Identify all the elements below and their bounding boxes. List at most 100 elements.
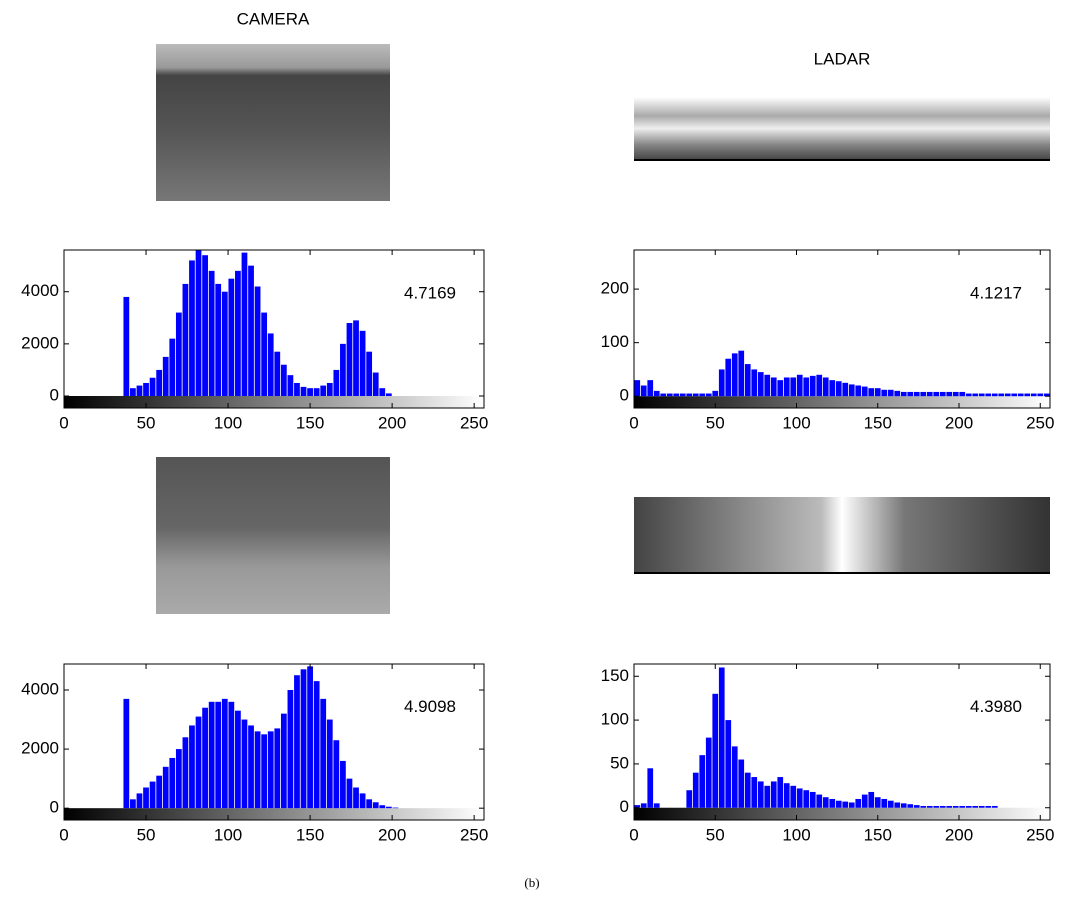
bar bbox=[770, 781, 777, 808]
bar bbox=[1024, 393, 1031, 397]
bar bbox=[202, 255, 208, 397]
colorbar bbox=[64, 396, 484, 408]
bar bbox=[300, 669, 307, 809]
bar bbox=[333, 740, 340, 809]
colorbar bbox=[64, 808, 484, 820]
bar bbox=[372, 802, 379, 809]
y-tick-label: 150 bbox=[601, 666, 629, 685]
bar bbox=[835, 381, 842, 397]
bar bbox=[881, 798, 888, 808]
bar bbox=[673, 393, 680, 397]
bar bbox=[182, 737, 189, 809]
bar bbox=[718, 369, 725, 397]
bar bbox=[887, 389, 894, 397]
bar bbox=[822, 377, 829, 397]
bar bbox=[353, 320, 359, 397]
bar bbox=[274, 728, 281, 809]
bar bbox=[842, 801, 849, 808]
bar bbox=[162, 766, 169, 809]
x-tick-label: 250 bbox=[1026, 413, 1054, 432]
bar bbox=[803, 790, 810, 808]
bar bbox=[195, 716, 202, 809]
bar bbox=[313, 388, 320, 397]
bar bbox=[353, 787, 359, 809]
bar bbox=[175, 312, 182, 397]
bar bbox=[725, 720, 732, 808]
bar bbox=[228, 701, 235, 809]
bar bbox=[653, 390, 660, 397]
bar bbox=[392, 807, 399, 809]
bar bbox=[757, 372, 764, 397]
bar bbox=[991, 393, 998, 397]
bar bbox=[712, 693, 719, 808]
bar bbox=[202, 707, 208, 809]
annotation: 4.3980 bbox=[970, 697, 1022, 716]
bar bbox=[647, 768, 654, 808]
bar bbox=[666, 393, 673, 397]
bar bbox=[803, 377, 810, 397]
bar bbox=[313, 681, 320, 809]
bar bbox=[868, 388, 875, 397]
y-tick-label: 2000 bbox=[21, 333, 59, 352]
bar bbox=[900, 391, 907, 397]
x-tick-label: 0 bbox=[59, 413, 68, 432]
x-tick-label: 100 bbox=[214, 413, 242, 432]
bar bbox=[136, 793, 143, 809]
bar bbox=[307, 666, 313, 809]
bar bbox=[920, 391, 927, 397]
bar bbox=[783, 783, 790, 808]
bar bbox=[372, 372, 379, 397]
bar bbox=[660, 393, 667, 397]
bar bbox=[1004, 393, 1011, 397]
bar bbox=[208, 270, 215, 397]
bar bbox=[842, 382, 849, 397]
ladar-image bbox=[634, 97, 1050, 160]
annotation: 4.7169 bbox=[404, 284, 456, 303]
bar bbox=[1030, 393, 1037, 397]
bar bbox=[143, 382, 149, 397]
bar bbox=[796, 374, 803, 397]
bar bbox=[634, 380, 641, 397]
bar bbox=[705, 737, 712, 808]
bar bbox=[965, 805, 972, 808]
bar bbox=[653, 803, 660, 808]
bar bbox=[686, 393, 693, 397]
bar bbox=[149, 781, 156, 809]
x-tick-label: 200 bbox=[378, 413, 406, 432]
bar bbox=[189, 725, 195, 809]
bar bbox=[274, 351, 281, 397]
bar bbox=[783, 377, 790, 397]
x-tick-label: 250 bbox=[1026, 825, 1054, 844]
bar bbox=[913, 391, 920, 397]
bar bbox=[790, 785, 797, 808]
x-tick-label: 200 bbox=[945, 825, 973, 844]
bar bbox=[939, 805, 946, 808]
bar bbox=[189, 260, 195, 397]
bar bbox=[300, 386, 307, 397]
bar bbox=[169, 757, 176, 809]
bar bbox=[379, 388, 386, 397]
bar bbox=[926, 805, 933, 808]
bar bbox=[640, 385, 647, 397]
bar bbox=[248, 265, 254, 397]
bar bbox=[868, 791, 875, 808]
bar bbox=[340, 343, 346, 397]
bar bbox=[1043, 393, 1050, 397]
bar bbox=[307, 388, 313, 397]
bar bbox=[215, 701, 222, 809]
bar bbox=[751, 777, 758, 808]
axes-box bbox=[633, 663, 1051, 821]
bar bbox=[933, 805, 940, 808]
bar bbox=[326, 382, 333, 397]
x-tick-label: 100 bbox=[782, 413, 810, 432]
bar bbox=[998, 393, 1005, 397]
x-tick-label: 200 bbox=[945, 413, 973, 432]
x-tick-label: 100 bbox=[214, 825, 242, 844]
bar bbox=[874, 388, 881, 397]
bar bbox=[965, 393, 972, 397]
bar bbox=[320, 385, 327, 397]
bar bbox=[248, 725, 254, 809]
bar bbox=[744, 772, 751, 808]
bar bbox=[829, 380, 836, 397]
bar bbox=[946, 805, 953, 808]
